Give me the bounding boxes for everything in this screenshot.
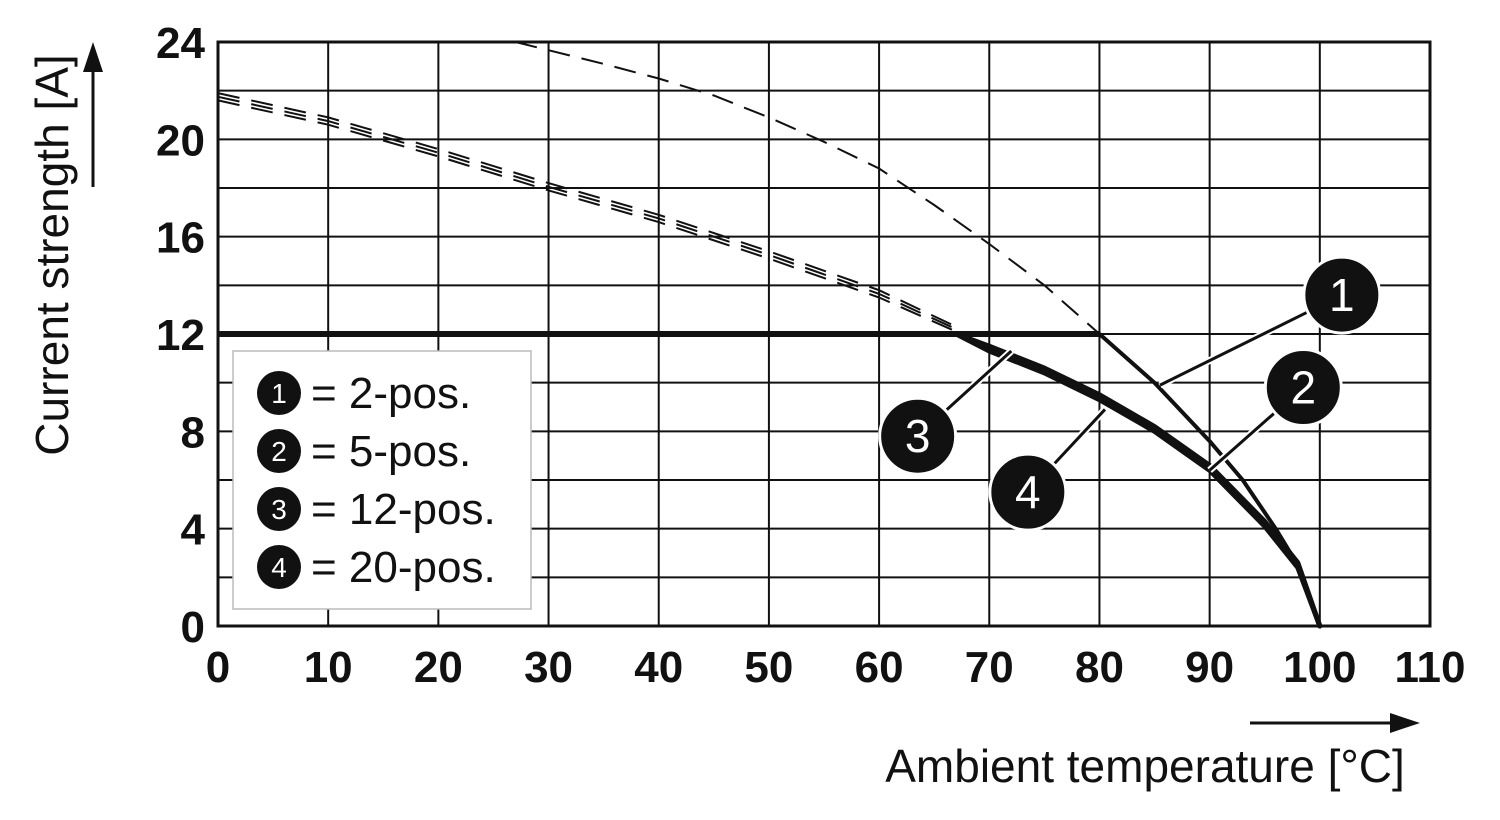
y-tick-label: 20: [156, 116, 205, 165]
legend-badge-label: 2: [271, 436, 287, 467]
y-tick-label: 8: [181, 408, 205, 457]
x-tick-label: 70: [965, 643, 1014, 692]
legend-badge-4: [257, 545, 301, 589]
y-tick-label: 24: [156, 19, 205, 68]
callout-4-label: 4: [1015, 466, 1041, 518]
x-tick-label: 10: [304, 643, 353, 692]
callout-1-badge: [1302, 255, 1382, 335]
y-tick-label: 16: [156, 214, 205, 263]
x-tick-label: 0: [206, 643, 230, 692]
callout-2-badge: [1263, 348, 1343, 428]
x-tick-label: 30: [524, 643, 573, 692]
x-tick-label: 80: [1075, 643, 1124, 692]
callout-3-leader: [944, 349, 1013, 412]
callout-2-label: 2: [1290, 362, 1316, 414]
callout-1-leader: [1159, 310, 1309, 387]
legend-badge-label: 3: [271, 494, 287, 525]
callout-2-leader: [1208, 411, 1276, 472]
legend-badge-label: 1: [271, 378, 287, 409]
x-tick-label: 100: [1283, 643, 1356, 692]
x-tick-label: 90: [1185, 643, 1234, 692]
callout-4-badge: [988, 452, 1068, 532]
x-tick-label: 40: [634, 643, 683, 692]
callouts: 12 3 4: [878, 255, 1382, 532]
callout-1-label: 1: [1329, 269, 1355, 321]
y-axis-arrow: [83, 42, 103, 187]
legend-entry-1: = 2-pos.: [311, 369, 471, 418]
callout-3-label: 3: [905, 410, 931, 462]
callout-3-badge: [878, 396, 958, 476]
x-tick-label: 110: [1395, 643, 1466, 692]
y-tick-label: 4: [181, 506, 206, 555]
x-axis-title: Ambient temperature [°C]: [885, 740, 1405, 792]
x-tick-label: 50: [744, 643, 793, 692]
callout-4-leader: [1052, 408, 1107, 466]
legend-badge-3: [257, 487, 301, 531]
legend: 1 = 2-pos. 2 = 5-pos. 3 = 12-pos. 4 = 20-pos.: [232, 350, 532, 610]
legend-badge-label: 4: [271, 552, 287, 583]
legend-badge-2: [257, 429, 301, 473]
series-1-dashed: [515, 41, 1101, 335]
x-tick-label: 60: [855, 643, 904, 692]
legend-entry-2: = 5-pos.: [311, 427, 471, 476]
legend-entry-3: = 12-pos.: [311, 485, 496, 534]
grid: [216, 40, 1432, 628]
legend-badge-1: [257, 371, 301, 415]
y-tick-label: 12: [156, 311, 205, 360]
y-tick-label: 0: [181, 603, 205, 652]
legend-entry-4: = 20-pos.: [311, 543, 496, 592]
x-axis-arrow: [1250, 713, 1420, 733]
x-tick-label: 20: [414, 643, 463, 692]
y-axis-title: Current strength [A]: [26, 54, 78, 455]
